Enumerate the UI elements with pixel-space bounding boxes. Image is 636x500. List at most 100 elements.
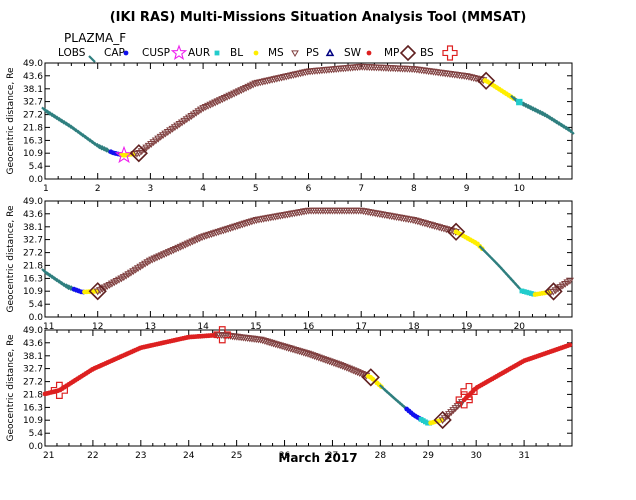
track-point-ms bbox=[428, 222, 437, 230]
y-tick-label: 27.2 bbox=[23, 111, 43, 121]
y-tick-label: 49.0 bbox=[23, 59, 43, 69]
legend-symbol-cap bbox=[123, 50, 129, 56]
marker-cusp bbox=[114, 145, 134, 164]
y-axis-label: Geocentric distance, Re bbox=[6, 67, 16, 174]
panel-2: 0.0 5.4 10.9 16.3 21.8 27.2 32.7 38.1 43.6 49.0 Ge… bbox=[6, 197, 574, 332]
panel-1: 0.0 5.4 10.9 16.3 21.8 27.2 32.7 38.1 43.6 49.0 Ge… bbox=[6, 59, 575, 194]
marker-bs bbox=[213, 326, 231, 344]
y-tick-label: 5.4 bbox=[29, 162, 44, 172]
track-point-ms bbox=[469, 75, 478, 82]
track-point-ms bbox=[435, 224, 444, 232]
panel-3: 0.0 5.4 10.9 16.3 21.8 27.2 32.7 38.1 43.6 49.0 Ge… bbox=[6, 326, 573, 461]
y-tick-label: 21.8 bbox=[23, 261, 43, 271]
x-tick-label: 15 bbox=[250, 322, 261, 332]
x-tick-label: 22 bbox=[87, 451, 98, 461]
track-point-ms bbox=[565, 277, 574, 285]
x-tick-label: 31 bbox=[518, 451, 529, 461]
y-tick-label: 43.6 bbox=[23, 72, 43, 82]
y-tick-label: 38.1 bbox=[23, 223, 43, 233]
track-point-ms bbox=[416, 218, 425, 226]
track-point-ms bbox=[423, 220, 432, 228]
x-tick-label: 5 bbox=[253, 184, 259, 194]
x-tick-label: 29 bbox=[423, 451, 435, 461]
legend-symbol-bl bbox=[253, 50, 259, 56]
marker-bs bbox=[50, 381, 68, 399]
y-tick-label: 27.2 bbox=[23, 378, 43, 388]
x-tick-label: 30 bbox=[470, 451, 482, 461]
x-tick-label: 12 bbox=[92, 322, 103, 332]
y-tick-label: 38.1 bbox=[23, 85, 43, 95]
marker-mp bbox=[544, 282, 563, 301]
y-tick-label: 49.0 bbox=[23, 326, 43, 336]
x-tick-label: 26 bbox=[279, 451, 291, 461]
x-tick-label: 2 bbox=[95, 184, 101, 194]
track-point-ms bbox=[425, 221, 434, 229]
x-tick-label: 18 bbox=[408, 322, 420, 332]
legend-symbol-bs bbox=[442, 45, 458, 61]
legend-label-ms: MS bbox=[268, 47, 284, 59]
y-tick-label: 16.3 bbox=[23, 403, 43, 413]
marker-aur bbox=[516, 98, 523, 106]
x-tick-label: 27 bbox=[327, 451, 338, 461]
track-point-ms bbox=[420, 220, 430, 228]
x-tick-label: 28 bbox=[375, 451, 387, 461]
x-tick-label: 19 bbox=[461, 322, 473, 332]
track-point-sw bbox=[567, 342, 573, 348]
x-tick-label: 17 bbox=[355, 322, 366, 332]
legend-label-cap: CAP bbox=[104, 47, 125, 59]
y-tick-label: 32.7 bbox=[23, 98, 43, 108]
y-tick-label: 5.4 bbox=[29, 429, 44, 439]
x-tick-label: 20 bbox=[514, 322, 526, 332]
y-tick-label: 0.0 bbox=[29, 442, 44, 452]
x-tick-label: 10 bbox=[514, 184, 526, 194]
orbit-track bbox=[41, 207, 574, 297]
orbit-track bbox=[41, 63, 575, 158]
legend-symbol-cusp bbox=[170, 44, 188, 60]
y-axis-label: Geocentric distance, Re bbox=[6, 205, 16, 312]
marker-mp bbox=[433, 410, 452, 430]
panels: 0.0 5.4 10.9 16.3 21.8 27.2 32.7 38.1 43.6 49.0 Ge… bbox=[6, 59, 575, 461]
marker-bs bbox=[460, 382, 478, 401]
legend-symbol-ps bbox=[325, 48, 335, 57]
chart-title: (IKI RAS) Multi-Missions Situation Analy… bbox=[110, 10, 527, 25]
legend-label-mp: MP bbox=[384, 47, 399, 59]
track-point-ms bbox=[430, 222, 439, 230]
y-tick-label: 21.8 bbox=[23, 390, 43, 400]
track-point-lobs bbox=[567, 127, 575, 135]
x-tick-label: 13 bbox=[145, 322, 156, 332]
legend-label-sw: SW bbox=[344, 47, 362, 59]
x-tick-label: 7 bbox=[358, 184, 364, 194]
legend-label-aur: AUR bbox=[188, 47, 210, 59]
track-point-ms bbox=[464, 73, 474, 81]
y-tick-label: 0.0 bbox=[29, 175, 44, 185]
track-point-ms bbox=[442, 226, 451, 234]
x-tick-label: 8 bbox=[411, 184, 417, 194]
y-tick-label: 0.0 bbox=[29, 313, 44, 323]
orbit-track bbox=[42, 332, 573, 426]
x-axis-label: March 2017 bbox=[278, 451, 357, 465]
track-point-ms bbox=[413, 218, 422, 226]
track-point-ms bbox=[462, 73, 471, 81]
y-tick-label: 43.6 bbox=[23, 339, 43, 349]
legend-symbol-mp bbox=[399, 44, 417, 62]
y-tick-label: 5.4 bbox=[29, 300, 44, 310]
track-point-ms bbox=[467, 74, 476, 82]
legend-label-ps: PS bbox=[306, 47, 319, 59]
x-tick-label: 3 bbox=[148, 184, 154, 194]
marker-mp bbox=[446, 222, 466, 241]
legend-label-lobs: LOBS bbox=[58, 47, 86, 59]
y-tick-label: 10.9 bbox=[23, 416, 43, 426]
y-tick-label: 16.3 bbox=[23, 274, 43, 284]
marker-mp bbox=[476, 71, 496, 90]
x-tick-label: 24 bbox=[183, 451, 195, 461]
x-tick-label: 9 bbox=[464, 184, 470, 194]
x-tick-label: 1 bbox=[43, 184, 49, 194]
y-tick-label: 27.2 bbox=[23, 249, 43, 259]
y-tick-label: 10.9 bbox=[23, 287, 43, 297]
legend-label-bs: BS bbox=[420, 47, 434, 59]
panel-frame bbox=[44, 329, 573, 447]
y-tick-label: 21.8 bbox=[23, 123, 43, 133]
legend-label-cusp: CUSP bbox=[142, 47, 170, 59]
track-point-ms bbox=[437, 224, 446, 232]
